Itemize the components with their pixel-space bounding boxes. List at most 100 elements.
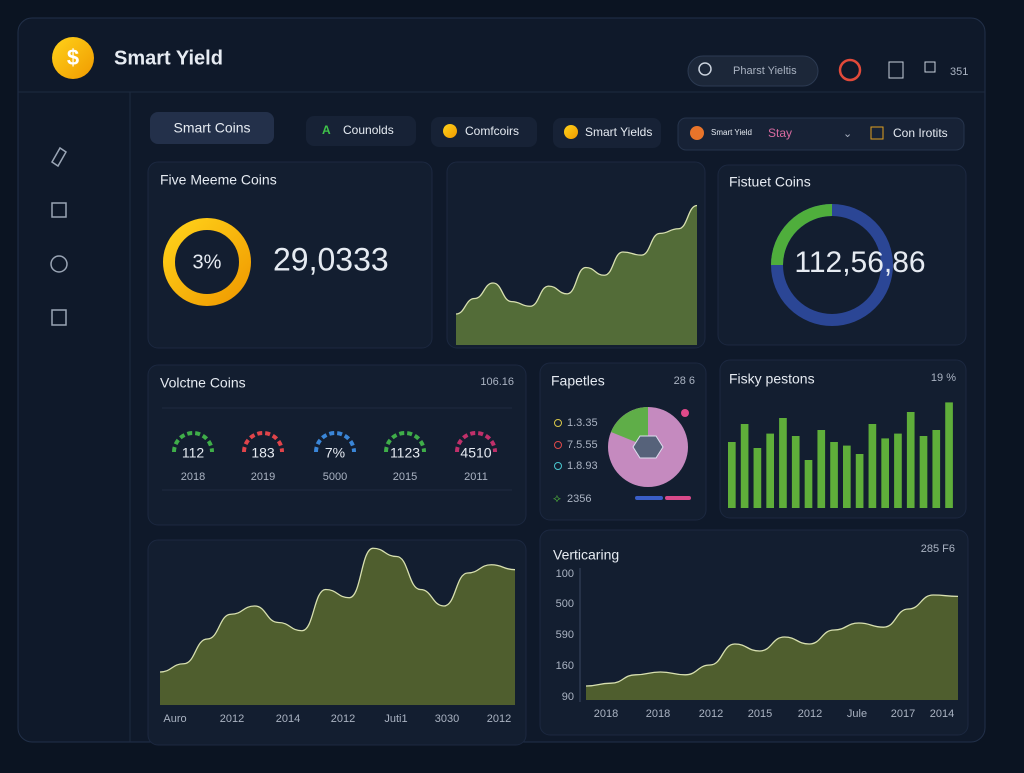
nav-icon[interactable] [50,255,68,273]
gauge-value: 4510 [460,445,491,461]
bar [881,438,889,508]
legend-item: 1.3.35 [567,417,598,429]
bar [868,424,877,508]
dropdown-arrow[interactable]: ⌄ [843,128,852,140]
gauge-arc [314,431,356,453]
tab-label: Stay [768,126,792,140]
x-label: 3030 [435,713,459,725]
card-footer: 2356 [567,493,591,505]
gauge-label: 2019 [251,471,275,483]
app-title: Smart Yield [114,47,223,69]
tab-icon [443,124,457,138]
x-label: Auro [163,713,186,725]
gauge-label: 5000 [323,471,347,483]
user-icon[interactable] [924,61,936,73]
x-label: 2012 [798,708,822,720]
legend-dot [554,419,562,427]
tab[interactable] [306,116,416,146]
tab-group[interactable] [677,117,965,151]
tab-label: Smart Yields [585,125,652,139]
tab-label: Counolds [343,123,394,137]
x-label: 2015 [748,708,772,720]
bar [804,460,813,508]
tab-icon [870,126,884,140]
bar [791,436,800,508]
gauge-label: 2011 [464,471,488,483]
bar [728,442,736,508]
y-label: 100 [556,568,574,580]
bar [817,430,826,508]
search-icon [698,62,712,76]
card-corner: 19 % [931,372,956,384]
tab[interactable] [150,112,274,144]
x-label: Jule [847,708,867,720]
tab[interactable] [553,118,661,148]
x-label: 2012 [487,713,511,725]
gauge-value: 112 [182,445,205,461]
bar [894,433,902,508]
legend-dot [554,441,562,449]
x-label: 2012 [331,713,355,725]
tab-label: Con Irotits [893,126,948,140]
search-box[interactable] [687,55,819,87]
logo-glyph: $ [67,45,79,70]
y-label: 590 [556,629,574,641]
legend-dot [554,462,562,470]
nav-icon[interactable] [51,309,67,326]
big-number: 112,56,86 [794,246,925,279]
gauge-arc [242,431,284,453]
gauge-arc [455,431,497,453]
x-label: Juti1 [384,713,407,725]
card-title: Fisky pestons [729,371,815,387]
bar [766,433,774,508]
tab-icon: A [322,123,331,137]
card-corner: 106.16 [480,376,514,388]
nav-icon[interactable] [51,146,67,168]
y-label: 500 [556,598,574,610]
bar [753,448,762,508]
card-corner: 28 6 [674,375,695,387]
card-title: Five Meeme Coins [160,172,277,188]
bar [779,418,787,508]
card [147,364,527,526]
area-line [585,594,959,687]
area [160,548,515,705]
card-corner: 285 F6 [921,543,955,555]
ring-arc [771,204,833,266]
bar [919,436,928,508]
x-label: 2012 [220,713,244,725]
y-label: 90 [562,691,574,703]
ring-label: 3% [193,251,222,273]
sidebar-icons [50,146,68,326]
gauge-arc [172,431,214,453]
tab[interactable] [431,117,537,147]
gauge-label: 2018 [181,471,205,483]
nav-icon[interactable] [51,202,67,218]
gauge-label: 2015 [393,471,417,483]
area [456,205,697,345]
badge: 351 [950,66,968,78]
notify-icon[interactable] [838,58,862,82]
ring [163,218,251,306]
area-line [159,547,516,673]
bar [906,412,915,508]
tab-icon [564,125,578,139]
tab-label: Smart Yield [711,128,752,137]
gauge-value: 7% [325,445,345,461]
card-title: Verticaring [553,547,619,563]
logo [52,37,94,79]
x-label: 2014 [930,708,954,720]
doc-icon[interactable] [888,61,904,79]
card-title: Volctne Coins [160,375,246,391]
x-label: 2014 [276,713,300,725]
y-label: 160 [556,660,574,672]
bar-indicator [635,496,663,500]
pie-dot [681,409,689,417]
card-title: Fapetles [551,373,605,389]
bar [740,424,749,508]
search-text: Pharst Yieltis [733,65,797,77]
bar-indicator [665,496,691,500]
bar [830,442,838,508]
